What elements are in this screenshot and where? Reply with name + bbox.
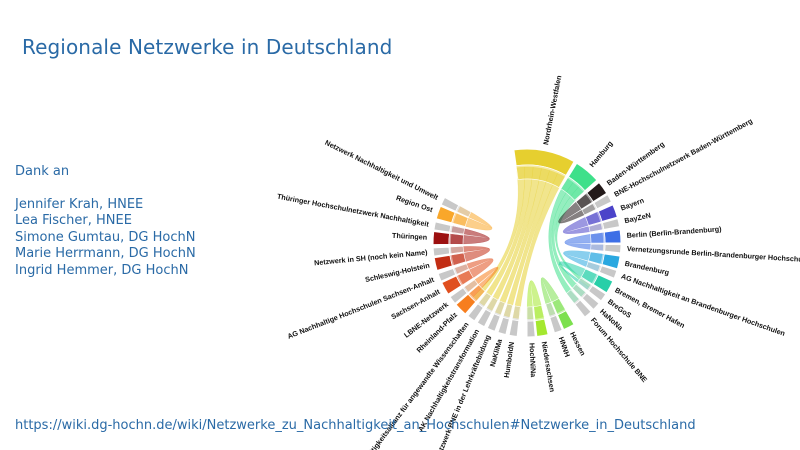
node-label: Vernetzungsrunde Berlin-Brandenburger Ho… xyxy=(627,244,800,264)
arc-band-ag-nachhaltige-hochschulen-sachsen-anhalt xyxy=(452,263,469,276)
arc-band-hessen xyxy=(551,298,567,316)
node-label: Niedersachsen xyxy=(540,341,557,393)
node-label: HNNH xyxy=(557,336,572,359)
acknowledgements-heading: Dank an xyxy=(15,164,70,179)
arc-berlin-berlin-brandenburg xyxy=(603,229,622,244)
arc-netzwerk-in-sh-noch-kein-name xyxy=(432,246,451,257)
node-label: Hamburg xyxy=(587,139,614,169)
arc-band-schleswig-holstein xyxy=(449,252,467,267)
acknowledgements: Dank an Jennifer Krah, HNEE Lea Fischer,… xyxy=(15,164,196,279)
arc-band-region-ost xyxy=(451,212,469,227)
chord-links xyxy=(450,166,604,320)
arc-band-hochschulnetzwerk-bne-in-der-lehrkr-ftebildung xyxy=(493,300,506,317)
arc-band-bne-hochschulnetzwerk-baden-w-rttemberg xyxy=(581,202,598,216)
arc-band-hnnh xyxy=(545,301,557,318)
arc-th-ringer-hochschulnetzwerk-nachhaltigkeit xyxy=(433,221,452,233)
arc-band-nordrhein-westfalen xyxy=(515,164,567,188)
arc-humboldn xyxy=(508,318,520,338)
arc-band-naklima xyxy=(502,303,513,320)
arc-band-baden-w-rttemberg xyxy=(575,192,594,210)
arc-th-ringen xyxy=(432,230,451,246)
arc-vernetzungsrunde-berlin-brandenburger-hochschulen xyxy=(604,243,622,254)
arc-band-brandenburg xyxy=(588,251,605,265)
arc-naklima xyxy=(497,316,511,336)
arc-band-humboldn xyxy=(511,305,521,321)
arc-band-bayzen xyxy=(588,222,605,233)
node-label: Netzwerk Nachhaltigkeit und Umwelt xyxy=(324,138,441,202)
arc-band-lbne-netzwerk xyxy=(462,279,479,294)
node-label: Berlin (Berlin-Brandenburg) xyxy=(626,224,722,240)
acknowledgement-person: Jennifer Krah, HNEE xyxy=(15,196,144,212)
arc-band-netzwerk-nachhaltigkeit-und-umwelt xyxy=(455,204,472,218)
arc-band-berlin-berlin-brandenburg xyxy=(590,231,606,244)
chord-arcs xyxy=(432,148,622,338)
slide-title: Regionale Netzwerke in Deutschland xyxy=(22,35,393,59)
arc-band-bremen-bremer-hafen xyxy=(580,268,599,285)
arc-band-ak-nachhaltigkeitstransformation xyxy=(485,296,499,313)
arc-band-netzwerk-in-sh-noch-kein-name xyxy=(448,246,464,255)
arc-band-bayern xyxy=(585,210,603,226)
arc-band-th-ringer-hochschulnetzwerk-nachhaltigkeit xyxy=(449,225,465,235)
node-label: BayZeN xyxy=(624,211,652,226)
arc-band-forum-hochschule-bne xyxy=(565,289,581,305)
arc-band-vernetzungsrunde-berlin-brandenburger-hochschulen xyxy=(590,243,606,252)
acknowledgement-person: Ingrid Hemmer, DG HochN xyxy=(15,262,189,278)
arc-niedersachsen xyxy=(534,318,549,338)
arc-band-sachsen-anhalt xyxy=(455,269,474,286)
node-label: Thüringen xyxy=(392,231,428,242)
arc-band-th-ringen xyxy=(448,233,464,245)
arc-band-hanona xyxy=(571,283,588,299)
source-link[interactable]: https://wiki.dg-hochn.de/wiki/Netzwerke_… xyxy=(15,418,696,433)
arc-band-niedersachsen xyxy=(533,305,545,321)
node-label: BNE-Hochschulnetzwerk Baden-Württemberg xyxy=(612,116,754,198)
node-label: Nordrhein-Westfalen xyxy=(541,75,563,146)
acknowledgement-person: Simone Gumtau, DG HochN xyxy=(15,229,196,245)
node-label: Bayern xyxy=(619,196,645,213)
arc-band-hamburg xyxy=(560,176,586,201)
arc-band-rheinland-pfalz xyxy=(467,284,486,303)
arc-band-ag-nachhaltigkeit-an-brandenburger-hochschulen xyxy=(585,261,602,273)
arc-band-bregos xyxy=(577,277,593,292)
arc-hochnina xyxy=(526,320,536,338)
arc-band-hochnina xyxy=(526,306,535,322)
node-label: HumboldN xyxy=(502,341,516,378)
arc-band-nachhaltigkeitsallianz-f-r-angewandte-wissenschaften xyxy=(477,292,492,309)
acknowledgement-person: Lea Fischer, HNEE xyxy=(15,213,132,228)
arc-schleswig-holstein xyxy=(433,254,454,272)
acknowledgement-person: Marie Herrmann, DG HochN xyxy=(15,246,196,261)
chord-labels: Nordrhein-WestfalenHamburgBaden-Württemb… xyxy=(276,75,800,450)
node-label: HochNiNa xyxy=(527,343,538,379)
